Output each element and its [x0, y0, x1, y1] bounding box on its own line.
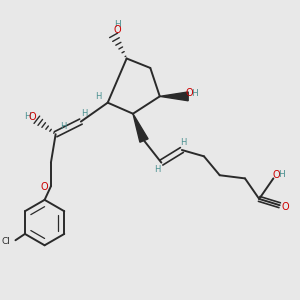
- Text: H: H: [60, 122, 67, 131]
- Text: Cl: Cl: [2, 237, 10, 246]
- Text: O: O: [272, 169, 280, 180]
- Text: H: H: [191, 89, 198, 98]
- Text: O: O: [113, 25, 121, 35]
- Polygon shape: [160, 92, 188, 101]
- Text: O: O: [281, 202, 289, 212]
- Text: H: H: [95, 92, 101, 101]
- Text: H: H: [154, 165, 161, 174]
- Text: H: H: [24, 112, 31, 122]
- Text: O: O: [41, 182, 48, 192]
- Text: O: O: [29, 112, 36, 122]
- Text: H: H: [81, 109, 87, 118]
- Text: H: H: [278, 170, 285, 179]
- Text: H: H: [180, 138, 187, 147]
- Text: H: H: [114, 20, 121, 29]
- Text: O: O: [186, 88, 194, 98]
- Polygon shape: [133, 114, 148, 142]
